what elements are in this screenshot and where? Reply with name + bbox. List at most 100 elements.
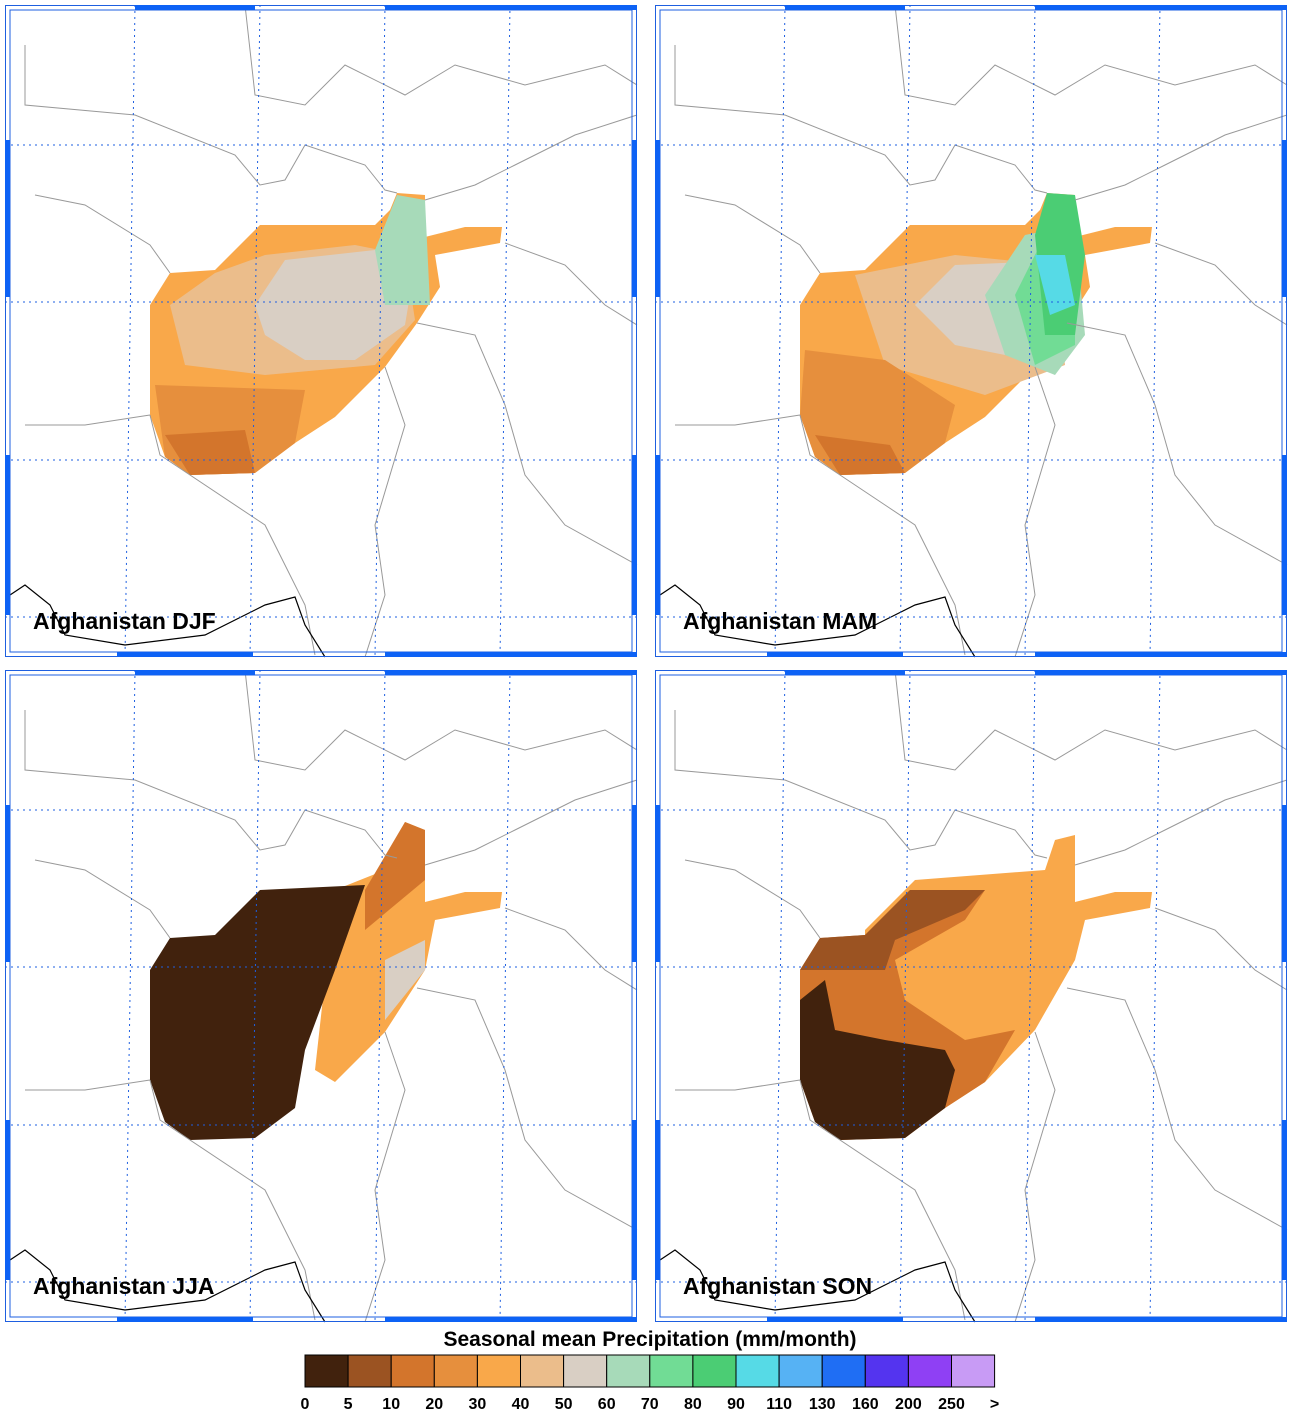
inner-frame <box>9 674 633 1318</box>
country-border <box>149 414 316 656</box>
legend-label: 130 <box>809 1396 836 1413</box>
country-border <box>894 669 1288 771</box>
frame-tick <box>1282 1120 1287 1280</box>
frame-tick <box>385 1317 637 1322</box>
frame-tick <box>5 140 10 297</box>
panel-frame <box>655 670 1287 1322</box>
country-border <box>674 710 1048 859</box>
coastline <box>9 584 326 658</box>
precip-region <box>800 980 955 1140</box>
legend-swatch <box>476 1354 521 1388</box>
legend-swatch <box>778 1354 823 1388</box>
coastline <box>9 1249 326 1323</box>
frame-tick <box>655 140 660 297</box>
legend-swatch <box>649 1354 694 1388</box>
legend-swatch <box>692 1354 737 1388</box>
country-border <box>244 4 638 106</box>
meridian <box>124 4 136 658</box>
precip-region <box>255 250 415 360</box>
country-border <box>799 1079 966 1321</box>
meridian <box>899 669 911 1323</box>
meridian <box>499 669 511 1323</box>
country-border <box>416 987 638 1231</box>
coastline <box>659 1249 976 1323</box>
meridian <box>249 669 261 1323</box>
frame-tick <box>785 5 905 10</box>
frame-tick <box>5 805 10 962</box>
legend-swatch <box>347 1354 392 1388</box>
legend-label: 5 <box>344 1396 353 1413</box>
legend-swatch <box>433 1354 478 1388</box>
legend-swatch <box>390 1354 435 1388</box>
meridian <box>124 669 136 1323</box>
frame-tick <box>1282 805 1287 962</box>
country-border <box>1154 907 1288 991</box>
meridian <box>899 4 911 658</box>
country-border <box>25 414 151 426</box>
country-border <box>364 366 406 658</box>
meridian <box>774 669 786 1323</box>
panel-label: Afghanistan DJF <box>33 608 216 634</box>
country-border <box>1014 366 1056 658</box>
frame-tick <box>385 652 637 657</box>
legend-label: 60 <box>598 1396 616 1413</box>
country-border <box>34 194 171 274</box>
map-panel: Afghanistan MAM <box>655 4 1288 658</box>
legend-label: 10 <box>382 1396 400 1413</box>
meridian <box>1149 4 1161 658</box>
legend-label: 20 <box>425 1396 443 1413</box>
precip-region <box>815 435 905 475</box>
legend-label: 50 <box>555 1396 573 1413</box>
precip-region <box>365 822 425 930</box>
legend: 0 5 10 20 30 40 50 60 70 80 90 110 130 160 200 250 > <box>301 1354 999 1413</box>
country-border <box>424 114 638 201</box>
meridian <box>1024 669 1036 1323</box>
frame-tick <box>1035 1317 1287 1322</box>
meridian <box>1149 669 1161 1323</box>
frame-tick <box>632 805 637 962</box>
frame-tick <box>655 1120 660 1280</box>
country-border <box>24 45 398 194</box>
country-border <box>1074 779 1288 866</box>
frame-tick <box>135 5 255 10</box>
panel-frame <box>5 5 637 657</box>
panel-label: Afghanistan JJA <box>33 1273 214 1299</box>
legend-swatch <box>606 1354 651 1388</box>
country-border <box>674 45 1048 194</box>
precip-region <box>1035 255 1075 315</box>
legend-label: 250 <box>938 1396 965 1413</box>
country-border <box>504 242 638 326</box>
legend-swatch <box>520 1354 565 1388</box>
country-border <box>1066 987 1288 1231</box>
legend-label: 90 <box>727 1396 745 1413</box>
country-border <box>675 414 801 426</box>
panel-label: Afghanistan SON <box>683 1273 872 1299</box>
meridian <box>1024 4 1036 658</box>
frame-tick <box>385 5 637 10</box>
country-border <box>424 779 638 866</box>
meridian <box>249 4 261 658</box>
frame-tick <box>785 670 905 675</box>
legend-swatch <box>821 1354 866 1388</box>
country-border <box>894 4 1288 106</box>
map-panel: Afghanistan SON <box>655 669 1288 1323</box>
frame-tick <box>1035 5 1287 10</box>
legend-label: 200 <box>895 1396 922 1413</box>
country-border <box>1074 114 1288 201</box>
legend-swatch <box>563 1354 608 1388</box>
legend-label: > <box>990 1396 999 1413</box>
meridian <box>374 669 386 1323</box>
legend-swatch <box>951 1354 996 1388</box>
frame-tick <box>1035 670 1287 675</box>
frame-tick <box>135 670 255 675</box>
legend-label: 80 <box>684 1396 702 1413</box>
frame-tick <box>117 1317 253 1322</box>
frame-tick <box>655 455 660 615</box>
frame-tick <box>385 670 637 675</box>
legend-swatch <box>907 1354 953 1388</box>
country-border <box>684 859 821 939</box>
legend-swatch <box>304 1354 349 1388</box>
country-border <box>684 194 821 274</box>
frame-tick <box>1035 652 1287 657</box>
country-border <box>675 1079 801 1091</box>
